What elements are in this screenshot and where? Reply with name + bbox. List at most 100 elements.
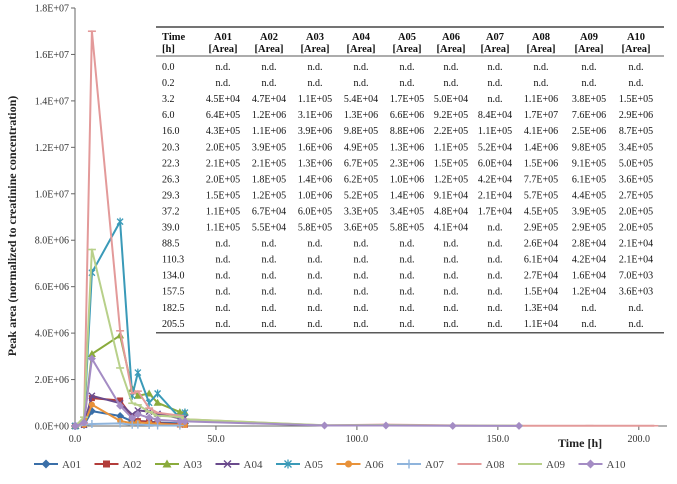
table-cell: 3.4E+05 (390, 206, 424, 217)
table-cell: n.d. (629, 62, 644, 73)
table-cell: n.d. (308, 319, 323, 330)
table-cell: 9.8E+05 (572, 142, 606, 153)
legend-label: A06 (365, 459, 384, 471)
table-cell: 6.1E+04 (524, 255, 558, 266)
table-cell: n.d. (262, 319, 277, 330)
table-cell: 9.8E+05 (344, 126, 378, 137)
table-cell: n.d. (488, 239, 503, 250)
table-cell: 5.5E+04 (252, 223, 286, 234)
table-cell: n.d. (354, 62, 369, 73)
data-point (116, 401, 125, 410)
table-cell: n.d. (400, 239, 415, 250)
table-cell: 6.2E+05 (344, 174, 378, 185)
data-point (154, 389, 162, 398)
table-header: A03 (306, 32, 324, 43)
table-cell: 4.5E+05 (524, 206, 558, 217)
data-point (586, 459, 595, 469)
y-axis-title: Peak area (normalized to creatinine conc… (5, 96, 19, 357)
table-header-unit: [Area] (622, 44, 651, 55)
table-cell: 4.5E+04 (206, 94, 240, 105)
table-cell: 6.4E+05 (206, 110, 240, 121)
table-header-unit: [Area] (209, 44, 238, 55)
table-cell: n.d. (308, 255, 323, 266)
data-point (116, 217, 124, 226)
table-cell: n.d. (534, 62, 549, 73)
table-cell: n.d. (582, 62, 597, 73)
table-cell: n.d. (444, 319, 459, 330)
legend-item-a02: A02 (94, 459, 141, 471)
data-point (175, 408, 184, 416)
y-tick-label: 1.4E+07 (35, 96, 69, 107)
table-cell: 1.0E+06 (390, 174, 424, 185)
table-cell: n.d. (488, 303, 503, 314)
table-cell: 9.2E+05 (434, 110, 468, 121)
table-cell: n.d. (354, 319, 369, 330)
table-cell: 3.3E+05 (344, 206, 378, 217)
data-point (134, 368, 142, 377)
legend-item-a10: A10 (578, 459, 626, 471)
table-cell: n.d. (629, 319, 644, 330)
table-cell: 2.1E+04 (478, 190, 512, 201)
table-cell: 2.9E+05 (572, 223, 606, 234)
table-cell: 1.1E+05 (206, 223, 240, 234)
table-cell: 3.8E+05 (572, 94, 606, 105)
table-cell: 4.3E+05 (206, 126, 240, 137)
table-header-unit: [h] (162, 44, 175, 55)
table-header: A08 (532, 32, 550, 43)
data-point (88, 392, 96, 400)
table-cell: n.d. (308, 303, 323, 314)
legend-item-a07: A07 (397, 459, 444, 471)
table-cell: n.d. (216, 78, 231, 89)
table-cell: 5.8E+05 (298, 223, 332, 234)
table-header-unit: [Area] (393, 44, 422, 55)
table-cell: 1.7E+07 (524, 110, 558, 121)
table-cell: 5.0E+04 (434, 94, 468, 105)
table-cell: n.d. (354, 255, 369, 266)
table-cell: 1.2E+05 (434, 174, 468, 185)
data-point (404, 459, 414, 469)
table-cell: 2.1E+05 (206, 158, 240, 169)
table-cell: 7.6E+06 (572, 110, 606, 121)
table-cell: n.d. (400, 303, 415, 314)
table-cell: n.d. (308, 271, 323, 282)
data-point (515, 421, 523, 430)
table-cell: 2.5E+06 (572, 126, 606, 137)
table-cell: 8.7E+05 (619, 126, 653, 137)
data-point (41, 459, 51, 469)
data-point (153, 415, 162, 424)
table-cell: 1.4E+06 (524, 142, 558, 153)
data-point (145, 421, 154, 430)
data-point (180, 417, 189, 426)
table-cell: 2.8E+04 (572, 239, 606, 250)
table-header: A02 (260, 32, 278, 43)
table-cell: 110.3 (162, 255, 184, 266)
table-cell: n.d. (262, 287, 277, 298)
legend-item-a04: A04 (215, 459, 263, 471)
table-cell: 2.1E+05 (252, 158, 286, 169)
table-cell: n.d. (582, 303, 597, 314)
table-cell: n.d. (488, 255, 503, 266)
table-cell: 5.2E+05 (344, 190, 378, 201)
table-cell: 9.1E+04 (434, 190, 468, 201)
table-cell: 8.4E+04 (478, 110, 512, 121)
table-cell: 1.1E+04 (524, 319, 558, 330)
table-cell: n.d. (488, 94, 503, 105)
data-point (345, 460, 352, 468)
table-cell: 2.0E+05 (619, 223, 653, 234)
legend-item-a06: A06 (336, 459, 384, 471)
table-cell: 4.1E+04 (434, 223, 468, 234)
table-cell: n.d. (629, 78, 644, 89)
table-cell: n.d. (216, 271, 231, 282)
table-cell: 205.5 (162, 319, 185, 330)
table-header-unit: [Area] (437, 44, 466, 55)
table-cell: n.d. (488, 62, 503, 73)
table-cell: 6.0E+05 (298, 206, 332, 217)
table-cell: 1.2E+04 (572, 287, 606, 298)
table-cell: n.d. (354, 271, 369, 282)
table-cell: 1.4E+06 (390, 190, 424, 201)
data-point (133, 391, 142, 399)
table-cell: n.d. (308, 287, 323, 298)
table-cell: 2.0E+05 (206, 142, 240, 153)
table-cell: n.d. (444, 62, 459, 73)
